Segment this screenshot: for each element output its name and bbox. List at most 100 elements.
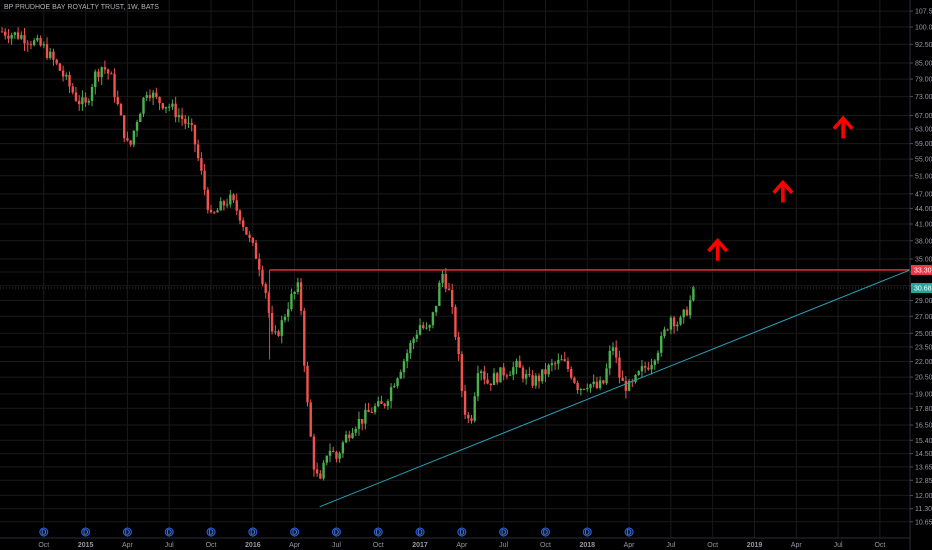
dividend-marker-label: D — [250, 530, 255, 537]
candle-body — [258, 258, 261, 270]
candle-body — [618, 357, 621, 378]
candle-body — [315, 469, 319, 474]
candle-body — [412, 338, 415, 343]
candle-body — [274, 331, 277, 333]
y-tick-label: 67.00 — [915, 113, 932, 120]
candle-body — [627, 380, 631, 391]
candle-body — [251, 237, 255, 243]
dividend-marker — [39, 527, 49, 537]
candle-body — [592, 381, 595, 385]
candle-body — [193, 125, 197, 145]
candle-body — [579, 388, 583, 391]
candle-body — [499, 367, 502, 383]
candle-body — [483, 371, 486, 380]
price-axis[interactable]: 107.50 100.00 92.50 85.00 79.00 73.00 67.00 63.… — [910, 9, 932, 527]
candle-body — [454, 306, 457, 337]
y-tick-label: 55.00 — [915, 157, 932, 164]
candle-body — [332, 450, 335, 453]
candle-body — [544, 369, 547, 375]
candle-body — [389, 387, 393, 402]
candle-body — [203, 170, 206, 190]
candle-body — [94, 71, 97, 87]
candle-body — [113, 73, 116, 98]
candle-body — [679, 317, 682, 325]
candle-body — [428, 325, 431, 328]
candle-body — [335, 452, 338, 459]
candle-body — [521, 367, 525, 379]
x-tick-label: Jul — [666, 542, 675, 549]
x-tick-label: Jul — [499, 542, 508, 549]
candle-body — [161, 103, 164, 109]
candle-body — [476, 373, 480, 397]
candle-body — [129, 140, 132, 145]
candle-body — [338, 453, 341, 459]
candle-body — [7, 35, 10, 39]
grid — [0, 0, 910, 538]
candle-body — [479, 371, 483, 374]
y-tick-label: 19.00 — [915, 391, 932, 398]
candle-body — [460, 354, 464, 392]
drawings — [0, 269, 911, 508]
candle-body — [656, 352, 660, 361]
candle-body — [155, 92, 158, 97]
y-tick-label: 20.50 — [915, 375, 932, 382]
y-tick-label: 14.50 — [915, 451, 932, 458]
candle-body — [367, 409, 370, 413]
candle-body — [676, 324, 679, 327]
y-tick-label: 79.00 — [915, 77, 932, 84]
support-trendline — [319, 269, 911, 508]
candle-body — [90, 86, 94, 101]
dividend-marker-label: D — [585, 530, 590, 537]
x-tick-label: 2017 — [412, 542, 428, 549]
candle-body — [287, 309, 290, 317]
candle-body — [97, 71, 100, 78]
candle-body — [190, 123, 193, 126]
y-tick-label: 12.85 — [915, 478, 932, 485]
x-tick-label: Oct — [707, 542, 718, 549]
dividend-marker-label: D — [459, 530, 464, 537]
dividend-marker-label: D — [125, 530, 130, 537]
candle-body — [142, 97, 145, 114]
candle-body — [296, 282, 300, 292]
candle-body — [229, 194, 232, 205]
x-tick-label: 2016 — [245, 542, 261, 549]
candle-body — [55, 59, 58, 64]
candle-body — [643, 366, 647, 368]
candle-body — [663, 329, 666, 337]
dividend-marker — [624, 527, 634, 537]
time-axis[interactable]: Oct 2015 Apr Jul Oct 2016 Apr Jul Oct 2017 Apr Jul O… — [38, 542, 885, 549]
candle-body — [512, 367, 515, 375]
y-tick-label: 38.00 — [915, 238, 932, 245]
dividend-marker — [457, 527, 467, 537]
resistance-price-tag: 33.30 — [914, 267, 932, 274]
candle-series — [0, 27, 695, 481]
arrow-head — [772, 179, 794, 195]
up-arrow-icon — [707, 237, 729, 261]
candle-body — [402, 361, 406, 373]
candle-body — [106, 69, 110, 74]
y-tick-label: 59.00 — [915, 141, 932, 148]
candle-body — [184, 118, 187, 124]
candle-body — [4, 31, 7, 36]
candle-body — [219, 201, 222, 211]
candle-body — [225, 204, 229, 206]
y-tick-label: 22.00 — [915, 359, 932, 366]
candle-body — [518, 360, 521, 368]
candle-body — [71, 86, 74, 93]
candle-body — [473, 396, 476, 421]
candle-body — [396, 378, 399, 386]
candle-body — [36, 38, 39, 41]
y-tick-label: 63.00 — [915, 127, 932, 134]
x-tick-label: Oct — [38, 542, 49, 549]
y-tick-label: 73.00 — [915, 94, 932, 101]
current-price-tag-bg — [911, 283, 932, 294]
candle-body — [303, 310, 306, 366]
x-tick-label: 2019 — [747, 542, 763, 549]
y-tick-label: 17.80 — [915, 406, 932, 413]
candle-body — [151, 92, 155, 98]
candle-body — [537, 375, 541, 382]
candle-body — [569, 369, 573, 378]
candle-body — [264, 284, 267, 293]
